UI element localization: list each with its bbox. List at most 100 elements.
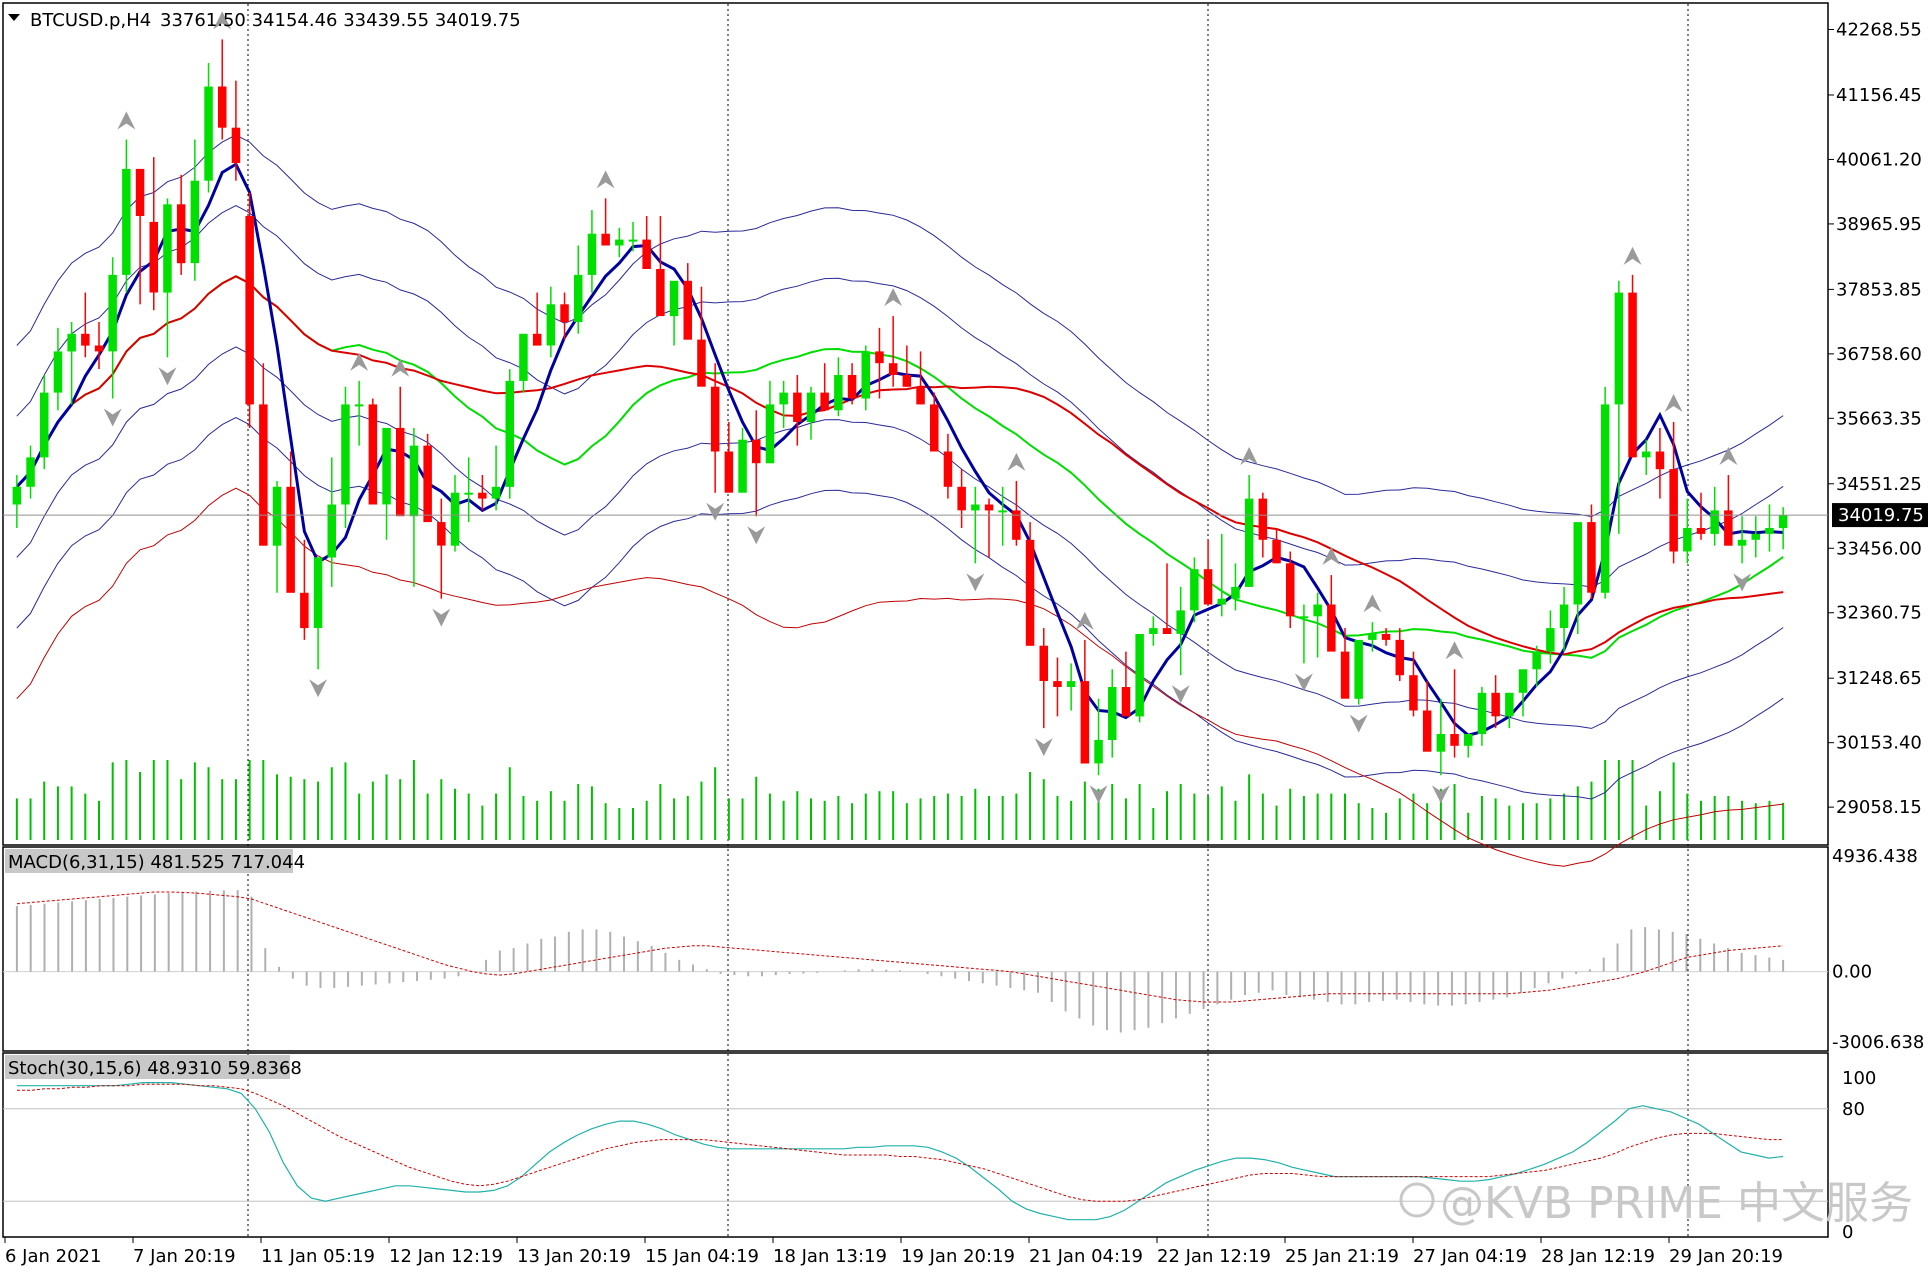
candle-body <box>300 592 309 629</box>
fractal-up-arrow-icon <box>1664 394 1683 413</box>
fractal-up-arrow-icon <box>213 11 232 30</box>
watermark-logo-icon <box>1399 1182 1435 1218</box>
candle-body <box>1190 569 1199 611</box>
candle-body <box>1669 469 1678 552</box>
envelope-line-3 <box>16 346 1784 729</box>
candle-body <box>601 233 610 246</box>
candle-body <box>1518 669 1528 693</box>
candle-body <box>122 168 131 275</box>
candle-body <box>683 280 692 340</box>
candle-body <box>1053 681 1062 687</box>
candle-body <box>354 404 364 407</box>
candle-body <box>1025 539 1035 646</box>
candle-body <box>108 274 117 352</box>
candle-body <box>1135 634 1144 717</box>
candle-body <box>1272 539 1281 564</box>
candle-body <box>1737 539 1747 546</box>
price-pane[interactable] <box>2 2 1829 846</box>
time-tick-label: 21 Jan 04:19 <box>1029 1246 1143 1267</box>
candle-body <box>40 392 49 458</box>
price-tick-label: 42268.55 <box>1836 20 1922 41</box>
fractal-down-arrow-icon <box>1171 685 1190 704</box>
candle-body <box>724 451 734 493</box>
time-tick-label: 29 Jan 20:19 <box>1669 1246 1783 1267</box>
fractal-arrows <box>103 11 1752 804</box>
candle-body <box>245 216 254 405</box>
candle-body <box>450 492 460 546</box>
candle-body <box>1176 610 1185 634</box>
candle-body <box>396 427 405 517</box>
fractal-down-arrow-icon <box>1733 573 1752 592</box>
candle-body <box>642 239 651 269</box>
fractal-up-arrow-icon <box>596 170 615 189</box>
stoch-pane[interactable] <box>2 1052 1829 1238</box>
candle-body <box>1450 734 1459 746</box>
candle-body <box>1642 451 1651 458</box>
candle-body <box>669 280 679 317</box>
candle-body <box>998 510 1007 513</box>
candle-body <box>1600 404 1610 593</box>
candle-body <box>1477 692 1487 734</box>
candle-body <box>1436 734 1446 752</box>
candle-body <box>957 486 966 511</box>
stoch-header-bg <box>5 1055 290 1079</box>
stoch-tick-label: 80 <box>1842 1099 1865 1120</box>
fractal-up-arrow-icon <box>391 358 410 377</box>
candle-body <box>1765 528 1774 534</box>
candle-body <box>806 392 816 422</box>
main-header-ohlc: 33761.50 34154.46 33439.55 34019.75 <box>160 10 521 31</box>
candle-body <box>1573 522 1582 605</box>
candle-body <box>286 486 295 593</box>
fractal-down-arrow-icon <box>103 408 122 427</box>
candle-body <box>1409 675 1418 711</box>
candle-body <box>1422 710 1432 752</box>
candle-body <box>231 127 241 163</box>
macd-indicator <box>3 890 1828 1033</box>
candle-body <box>491 486 501 499</box>
candle-body <box>1505 692 1514 717</box>
macd-header-bg <box>5 849 293 873</box>
price-tick-label: 32360.75 <box>1836 603 1922 624</box>
candle-body <box>1094 739 1103 764</box>
candle-body <box>505 380 514 487</box>
envelope-line-4 <box>16 487 1784 867</box>
candle-body <box>820 392 829 411</box>
candle-body <box>1696 528 1706 534</box>
fractal-up-arrow-icon <box>117 111 136 130</box>
macd-header: MACD(6,31,15) 481.525 717.044 <box>8 852 305 873</box>
candle-body <box>163 204 172 293</box>
candle-body <box>67 333 76 352</box>
chevron-down-icon[interactable] <box>8 14 20 21</box>
fractal-up-arrow-icon <box>1007 452 1026 471</box>
stoch-tick-label: 0 <box>1842 1222 1853 1243</box>
fractal-up-arrow-icon <box>1445 641 1464 660</box>
current-price-label: 34019.75 <box>1838 505 1924 526</box>
macd-tick-label: -3006.638 <box>1832 1032 1924 1053</box>
candle-body <box>1286 563 1295 617</box>
candle-body <box>1313 604 1322 617</box>
candle-body <box>587 233 597 275</box>
fractal-down-arrow-icon <box>706 502 725 521</box>
candle-body <box>793 392 802 422</box>
candle-body <box>902 375 912 387</box>
candle-body <box>1354 639 1363 699</box>
envelope-line-1 <box>16 417 1784 800</box>
candle-body <box>1546 628 1555 652</box>
candle-body <box>1217 598 1226 605</box>
candle-body <box>1012 510 1021 540</box>
candle-body <box>1231 586 1240 599</box>
macd-pane[interactable] <box>2 846 1829 1052</box>
candle-body <box>779 392 788 405</box>
candle-body <box>1628 292 1637 458</box>
candle-body <box>738 439 747 493</box>
time-tick-label: 11 Jan 05:19 <box>261 1246 375 1267</box>
stoch-tick-label: 100 <box>1842 1068 1876 1089</box>
price-axis: 42268.55 41156.45 40061.20 38965.95 37853.85… <box>1828 20 1924 1243</box>
candle-body <box>656 269 665 317</box>
fractal-up-arrow-icon <box>1363 594 1382 613</box>
time-tick-label: 13 Jan 20:19 <box>517 1246 631 1267</box>
candle-body <box>204 86 213 181</box>
candle-body <box>752 439 761 464</box>
time-tick-label: 15 Jan 04:19 <box>645 1246 759 1267</box>
